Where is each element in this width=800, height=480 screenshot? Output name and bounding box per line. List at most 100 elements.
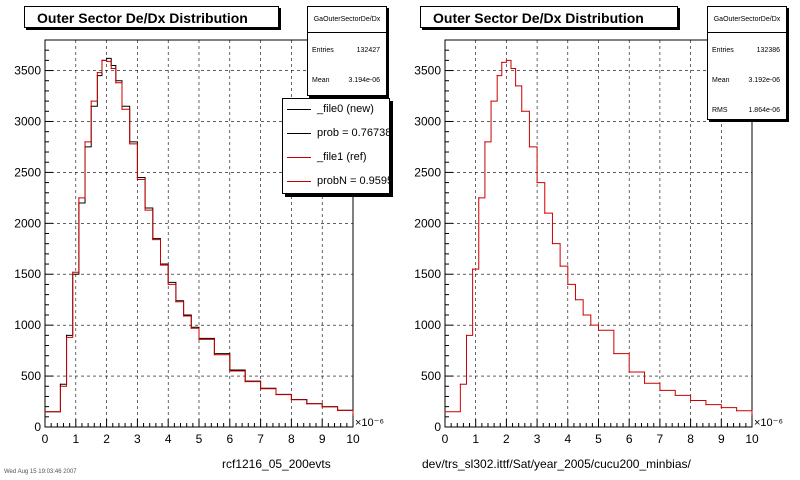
series-point-0 [544, 212, 546, 214]
series-point-0 [582, 314, 584, 316]
series-point-0 [59, 383, 62, 385]
series-point-0 [720, 407, 722, 409]
left-stats-box: GaOuterSectorDe/Dx Entries 132427 Mean 3.1… [307, 6, 387, 96]
series-point-1 [198, 338, 200, 341]
series-point-0 [551, 243, 554, 245]
series-point-0 [574, 299, 577, 301]
x-tick-label: 4 [564, 432, 571, 446]
y-tick-label: 2500 [414, 165, 441, 179]
y-tick-label: 500 [421, 369, 441, 383]
series-point-0 [465, 334, 468, 336]
y-tick-label: 500 [21, 369, 41, 383]
series-point-0 [501, 61, 503, 64]
x-tick-label: 5 [595, 432, 602, 446]
series-point-1 [337, 409, 339, 412]
series-point-1 [44, 411, 46, 413]
right-chart-title: Outer Sector De/Dx Distribution [420, 6, 678, 28]
series-point-0 [674, 394, 676, 397]
series-point-1 [96, 71, 98, 74]
y-tick-label: 3500 [414, 64, 441, 78]
series-point-1 [213, 354, 215, 356]
series-point-0 [515, 85, 517, 87]
series-point-1 [136, 178, 138, 181]
x-tick-label: 3 [534, 432, 541, 446]
series-point-1 [175, 301, 177, 303]
y-tick-label: 1500 [14, 267, 41, 281]
series-point-1 [352, 414, 354, 416]
y-tick-label: 1500 [414, 267, 441, 281]
x-tick-label: 3 [134, 432, 141, 446]
y-tick-label: 0 [434, 420, 441, 434]
series-point-1 [306, 403, 308, 405]
series-point-0 [597, 329, 600, 331]
footer-note: Wed Aug 15 19:03:46 2007 [4, 469, 77, 475]
series-point-0 [478, 197, 480, 199]
y-tick-label: 0 [34, 420, 41, 434]
series-point-1 [78, 197, 80, 199]
series-point-1 [321, 406, 323, 408]
x-tick-label: 9 [718, 432, 725, 446]
left-x-caption: rcf1216_05_200evts [222, 457, 331, 471]
x-tick-label: 7 [257, 432, 264, 446]
y-tick-label: 1000 [414, 318, 441, 332]
series-point-0 [613, 353, 615, 355]
x-tick-label: 7 [657, 432, 664, 446]
series-point-1 [152, 239, 154, 241]
y-tick-label: 2000 [14, 216, 41, 230]
legend-entry-file1: _file1 (ref) [287, 149, 367, 165]
left-stats-name: GaOuterSectorDe/Dx [308, 7, 386, 33]
series-point-0 [510, 67, 512, 70]
x-tick-label: 8 [288, 432, 295, 446]
x-tick-label: 4 [165, 432, 172, 446]
series-point-1 [84, 141, 86, 143]
x-tick-label: 6 [226, 432, 233, 446]
y-tick-label: 2000 [414, 216, 441, 230]
y-tick-label: 3000 [414, 114, 441, 128]
series-point-1 [190, 327, 192, 329]
series-point-0 [736, 410, 738, 412]
legend-entry-prob: prob = 0.767386 [287, 125, 389, 141]
series-point-1 [59, 385, 62, 387]
series-point-1 [159, 264, 162, 266]
series-point-0 [65, 334, 68, 336]
legend-swatch [287, 156, 311, 158]
left-legend: _file0 (new) prob = 0.767386 _file1 (ref… [282, 98, 390, 194]
left-chart-title: Outer Sector De/Dx Distribution [24, 6, 279, 28]
legend-swatch [287, 132, 311, 134]
series-point-0 [567, 283, 569, 286]
series-point-1 [101, 59, 103, 61]
legend-swatch [287, 180, 311, 182]
right-x-caption: dev/trs_sl302.ittf/Sat/year_2005/cucu200… [422, 457, 691, 471]
series-point-1 [290, 399, 292, 401]
series-point-0 [751, 414, 753, 416]
series-point-0 [559, 265, 561, 267]
series-point-0 [484, 141, 486, 143]
x-tick-label: 9 [319, 432, 326, 446]
x-tick-label: 8 [687, 432, 694, 446]
series-point-1 [110, 67, 112, 70]
left-chart-plot: 0 1 2 3 4 5 6 7 8 9 10 0 500 1000 1500 2000 2500 3000 3500… [14, 39, 384, 446]
x-tick-label: 1 [72, 432, 79, 446]
series-point-1 [229, 370, 231, 372]
series-point-0 [705, 403, 707, 406]
series-point-0 [496, 75, 498, 77]
series-point-1 [167, 283, 169, 286]
y-tick-label: 2500 [14, 165, 41, 179]
left-chart-panel: 0 1 2 3 4 5 6 7 8 9 10 0 500 1000 1500 2000 2500 3000 3500… [4, 6, 390, 475]
right-chart-plot: 0 1 2 3 4 5 6 7 8 9 10 0 500 1000 1500 2000 2500 3000 3500… [414, 39, 783, 446]
series-point-0 [536, 181, 538, 184]
series-point-0 [643, 382, 646, 384]
series-point-1 [72, 271, 74, 273]
x-tick-label: 2 [103, 432, 110, 446]
series-point-0 [459, 383, 461, 385]
x-exponent-label: ×10⁻⁶ [355, 417, 384, 429]
series-point-1 [244, 381, 246, 383]
y-tick-label: 3500 [14, 64, 41, 78]
series-point-1 [121, 108, 123, 110]
x-tick-label: 6 [626, 432, 633, 446]
series-point-1 [106, 60, 108, 62]
series-point-1 [65, 336, 68, 338]
x-tick-label: 10 [346, 432, 360, 446]
x-tick-label: 0 [42, 432, 49, 446]
series-point-1 [260, 388, 262, 390]
